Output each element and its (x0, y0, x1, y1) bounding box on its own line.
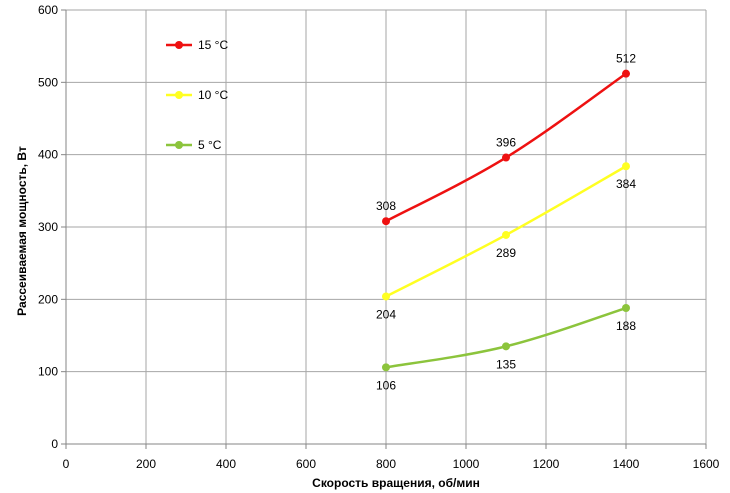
x-tick-label: 1200 (533, 457, 560, 471)
y-tick-label: 0 (51, 437, 58, 451)
legend: 15 °C 10 °C 5 °C (166, 38, 228, 152)
x-tick-label: 1600 (693, 457, 720, 471)
x-tick-label: 200 (136, 457, 156, 471)
y-tick-label: 500 (38, 75, 58, 89)
data-label: 188 (616, 319, 636, 333)
y-tick-label: 100 (38, 365, 58, 379)
data-label: 289 (496, 246, 516, 260)
data-label: 135 (496, 357, 516, 371)
x-tick-label: 1400 (613, 457, 640, 471)
x-tick-label: 800 (376, 457, 396, 471)
data-label: 384 (616, 177, 636, 191)
data-point (382, 363, 390, 372)
data-label: 308 (376, 199, 396, 213)
legend-swatch-marker (175, 41, 183, 49)
data-label: 396 (496, 136, 516, 150)
legend-label: 10 °C (198, 88, 228, 102)
data-point (502, 153, 510, 162)
y-axis-title: Рассеиваемая мощность, Вт (15, 146, 29, 316)
legend-swatch-marker (175, 141, 183, 149)
series-area (382, 69, 630, 372)
data-point (382, 217, 390, 226)
x-tick-label: 0 (63, 457, 70, 471)
grid (66, 9, 707, 444)
data-point (382, 292, 390, 301)
y-tick-label: 300 (38, 220, 58, 234)
x-tick-label: 400 (216, 457, 236, 471)
data-label: 106 (376, 378, 396, 392)
data-point (502, 230, 510, 239)
x-axis-title: Скорость вращения, об/мин (312, 476, 480, 490)
data-label: 512 (616, 52, 636, 66)
data-point (622, 162, 630, 171)
legend-swatch-marker (175, 91, 183, 99)
x-tick-label: 1000 (453, 457, 480, 471)
y-tick-label: 600 (38, 3, 58, 17)
data-labels: 308 396 512 204 289 384 106 135 188 (376, 52, 636, 393)
y-tick-label: 400 (38, 148, 58, 162)
axes: 0 100 200 300 400 500 600 0 200 400 600 800 1000 1200… (38, 3, 720, 471)
legend-label: 5 °C (198, 138, 222, 152)
x-tick-label: 600 (296, 457, 316, 471)
data-point (622, 69, 630, 78)
data-label: 204 (376, 307, 396, 321)
legend-label: 15 °C (198, 38, 228, 52)
data-point (622, 304, 630, 313)
data-point (502, 342, 510, 351)
y-tick-label: 200 (38, 292, 58, 306)
